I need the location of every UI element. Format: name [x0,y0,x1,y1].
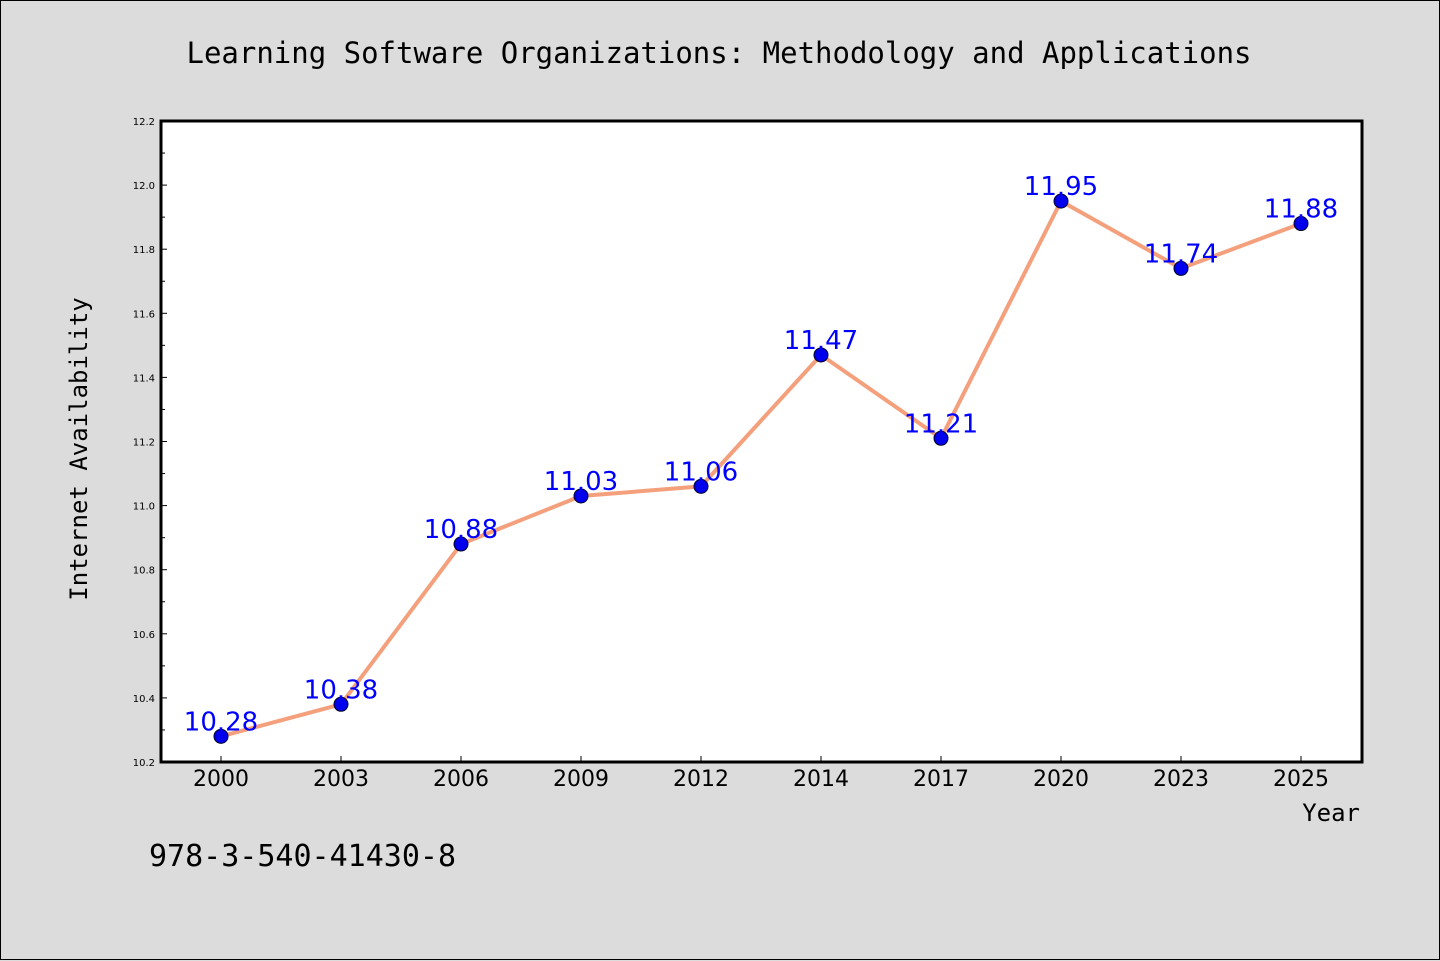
y-tick-label: 11.6 [133,309,155,320]
series-line-path [220,199,1302,739]
x-tick-label: 2006 [433,767,489,792]
data-point [573,488,589,504]
data-label: 11.74 [1144,239,1218,269]
data-label: 11.47 [784,326,858,356]
x-axis-label: Year [1302,799,1360,827]
x-tick-label: 2014 [793,767,849,792]
chart-title: Learning Software Organizations: Methodo… [186,36,1251,70]
data-label: 11.88 [1264,195,1338,225]
isbn-text: 978-3-540-41430-8 [149,839,456,874]
data-point [453,536,469,552]
y-tick-label: 11.4 [133,373,155,384]
data-point [933,430,949,446]
y-tick-label: 10.8 [133,566,155,577]
y-tick-label: 10.2 [133,758,155,769]
y-tick-label: 11.0 [133,502,155,513]
x-tick-label: 2012 [673,767,729,792]
y-tick-label: 12.2 [133,117,155,128]
y-tick-label: 11.8 [133,245,155,256]
x-axis: 2000 2003 2006 2009 2012 2014 2017 2020 2023 2025 [193,756,1329,792]
series-markers [213,193,1309,744]
y-axis-label: Internet Availability [65,297,93,600]
y-tick-label: 12.0 [133,181,155,192]
x-tick-label: 2020 [1033,767,1089,792]
data-label: 11.21 [904,409,978,439]
data-label: 10.38 [304,675,378,705]
y-tick-label: 11.2 [133,438,155,449]
y-tick-label: 10.6 [133,630,155,641]
data-labels: 10.28 10.38 10.88 11.03 11.06 11.47 11.21 11.95… [184,172,1338,737]
x-tick-label: 2025 [1273,767,1329,792]
series-line [220,199,1302,739]
data-point [213,728,229,744]
x-tick-label: 2000 [193,767,249,792]
data-label: 11.06 [664,457,738,487]
plot-area [159,119,1364,764]
x-tick-label: 2009 [553,767,609,792]
data-point [1173,260,1189,276]
data-point [1053,193,1069,209]
y-tick-label: 10.4 [133,694,155,705]
data-label: 11.03 [544,467,618,497]
data-label: 10.88 [424,515,498,545]
data-point [1293,216,1309,232]
data-point [813,347,829,363]
x-tick-label: 2017 [913,767,969,792]
x-tick-label: 2023 [1153,767,1209,792]
data-label: 10.28 [184,707,258,737]
x-tick-label: 2003 [313,767,369,792]
data-point [333,696,349,712]
y-axis: 10.2 10.4 10.6 10.8 11.0 11.2 11.4 11.6 11.8 12.0… [133,117,167,769]
data-point [693,478,709,494]
data-label: 11.95 [1024,172,1098,202]
